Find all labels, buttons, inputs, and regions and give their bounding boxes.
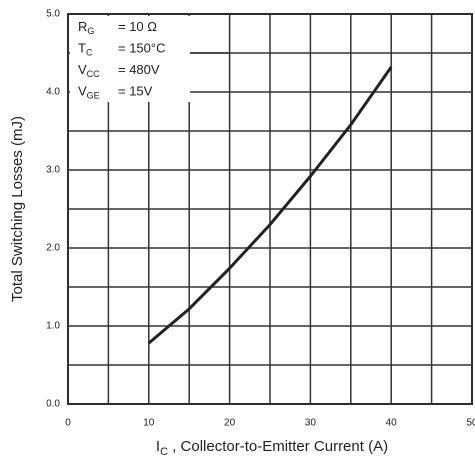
y-tick-label: 5.0	[46, 9, 60, 20]
condition: VCC = 480V	[78, 62, 160, 79]
y-tick-label: 4.0	[46, 87, 60, 98]
condition-subscript: CC	[87, 69, 100, 79]
x-axis-label-main: I	[156, 438, 160, 455]
condition: RG = 10 Ω	[78, 19, 157, 36]
conditions-box	[70, 16, 190, 102]
x-tick-label: 50	[466, 418, 475, 429]
x-axis-label: IC , Collector-to-Emitter Current (A)	[156, 438, 388, 458]
x-axis-label-rest: , Collector-to-Emitter Current (A)	[168, 438, 388, 455]
condition-value: = 10 Ω	[118, 19, 157, 34]
x-tick-label: 0	[65, 418, 71, 429]
x-tick-label: 20	[224, 418, 236, 429]
condition-value: = 15V	[118, 84, 153, 99]
x-axis-label-subscript: C	[160, 446, 168, 458]
condition-symbol: T	[78, 41, 86, 56]
y-tick-label: 3.0	[46, 165, 60, 176]
condition-value: = 150°C	[118, 41, 165, 56]
y-axis-label: Total Switching Losses (mJ)	[9, 116, 26, 302]
condition-symbol: V	[78, 62, 87, 77]
condition: VGE = 15V	[78, 84, 153, 101]
y-tick-label: 2.0	[46, 243, 60, 254]
condition: TC = 150°C	[78, 41, 165, 58]
x-tick-label: 30	[305, 418, 317, 429]
condition-symbol: V	[78, 84, 87, 99]
condition-symbol: R	[78, 19, 87, 34]
x-tick-label: 40	[386, 418, 398, 429]
y-tick-label: 1.0	[46, 321, 60, 332]
y-tick-label: 0.0	[46, 399, 60, 410]
x-tick-label: 10	[143, 418, 155, 429]
curve	[147, 66, 393, 345]
condition-subscript: C	[86, 48, 93, 58]
condition-subscript: G	[87, 26, 94, 36]
condition-subscript: GE	[87, 91, 100, 101]
condition-value: = 480V	[118, 62, 160, 77]
